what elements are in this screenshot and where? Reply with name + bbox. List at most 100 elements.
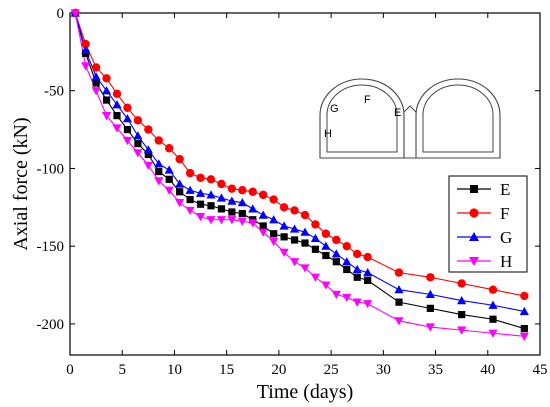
series-e-line — [74, 12, 525, 330]
series-h-point — [175, 199, 185, 208]
series-f-point — [300, 210, 310, 220]
series-g-point — [331, 249, 341, 258]
series-f-point — [112, 89, 122, 99]
y-tick-label: -50 — [44, 84, 64, 100]
series-e-point — [165, 175, 173, 183]
series-f-point — [227, 184, 237, 193]
series-e-point — [290, 236, 299, 244]
series-f-point — [238, 186, 247, 195]
series-g-point — [133, 131, 143, 140]
series-f-point — [154, 136, 163, 145]
series-g-point — [342, 257, 352, 266]
series-lines — [74, 12, 525, 337]
y-tick-label: -150 — [37, 239, 65, 255]
series-g-point — [363, 268, 373, 277]
series-f-point — [488, 285, 498, 294]
series-e-point — [280, 233, 288, 241]
series-e-point — [343, 265, 351, 274]
inset-label-h: H — [324, 128, 332, 140]
legend-box — [448, 175, 528, 273]
series-f-point — [217, 179, 226, 189]
series-h-point — [122, 136, 133, 146]
x-tick-label: 40 — [480, 362, 495, 378]
series-f-point — [342, 241, 351, 251]
series-f-point — [165, 144, 174, 153]
x-tick-label: 30 — [376, 362, 391, 378]
series-g-point — [394, 285, 404, 294]
series-h-point — [143, 161, 153, 170]
series-g-point — [164, 165, 174, 174]
series-e-point — [270, 230, 278, 238]
series-g-point — [237, 198, 247, 207]
series-h-point — [300, 264, 310, 273]
series-g-point — [300, 227, 310, 236]
series-e-point — [353, 273, 361, 281]
series-e-point — [113, 112, 121, 120]
series-f-point — [81, 39, 90, 49]
series-h-point — [279, 248, 289, 257]
series-h-point — [248, 219, 258, 228]
inset-label-g: G — [330, 103, 339, 115]
series-g-point — [216, 193, 227, 202]
series-g-point — [321, 241, 331, 250]
series-h-point — [488, 329, 498, 338]
series-h-point — [289, 258, 300, 267]
legend: E F G H — [448, 175, 528, 273]
series-f-point — [144, 125, 153, 134]
series-f-point — [91, 63, 101, 72]
series-h-point — [70, 9, 80, 18]
series-e-point — [395, 298, 403, 306]
series-h-point — [81, 62, 91, 71]
series-e-point — [301, 239, 309, 247]
series-e-point — [207, 202, 215, 210]
series-g-point — [488, 300, 498, 309]
series-f-point — [248, 187, 257, 196]
series-h-point — [195, 213, 206, 222]
series-h-point — [310, 273, 321, 282]
series-e-point — [426, 304, 434, 312]
series-g-point — [279, 221, 289, 230]
x-tick-label: 35 — [428, 362, 443, 378]
series-g-point — [112, 100, 122, 109]
series-h-point — [112, 124, 122, 133]
series-e-point — [217, 205, 226, 213]
series-h-point — [352, 298, 362, 307]
left-tunnel-outer — [319, 78, 405, 159]
series-e-point — [332, 258, 340, 266]
series-h-point — [133, 149, 143, 158]
x-tick-label: 10 — [167, 362, 182, 378]
series-e-point — [144, 150, 152, 159]
series-e-point — [458, 310, 466, 319]
legend-marker-e — [470, 185, 478, 193]
series-g-line — [74, 12, 525, 313]
series-e-point — [92, 79, 100, 87]
series-h-point — [363, 300, 373, 309]
series-h-point — [457, 326, 467, 335]
series-e-point — [238, 209, 246, 218]
series-g-point — [269, 215, 279, 224]
x-tick-label: 15 — [219, 362, 234, 378]
legend-label-g: G — [500, 228, 512, 247]
series-f-line — [74, 12, 525, 297]
legend-label-e: E — [500, 180, 510, 199]
plot-frame — [69, 12, 541, 356]
series-g-point — [310, 233, 321, 243]
series-h-point — [342, 293, 352, 303]
series-f-point — [332, 235, 341, 245]
series-f-point — [353, 249, 362, 259]
middle-pillar — [403, 105, 417, 159]
series-e-point — [102, 96, 111, 104]
series-f-point — [290, 206, 299, 215]
series-h-point — [519, 332, 529, 341]
series-f-point — [206, 175, 216, 184]
series-f-point — [426, 273, 435, 282]
series-markers — [70, 8, 529, 341]
series-h-point — [227, 216, 237, 225]
series-e-point — [228, 208, 236, 216]
series-e-point — [134, 139, 142, 148]
series-h-point — [154, 177, 164, 186]
series-f-point — [269, 195, 278, 204]
series-g-point — [248, 204, 258, 213]
legend-label-f: F — [500, 204, 509, 223]
series-e-point — [311, 245, 320, 253]
